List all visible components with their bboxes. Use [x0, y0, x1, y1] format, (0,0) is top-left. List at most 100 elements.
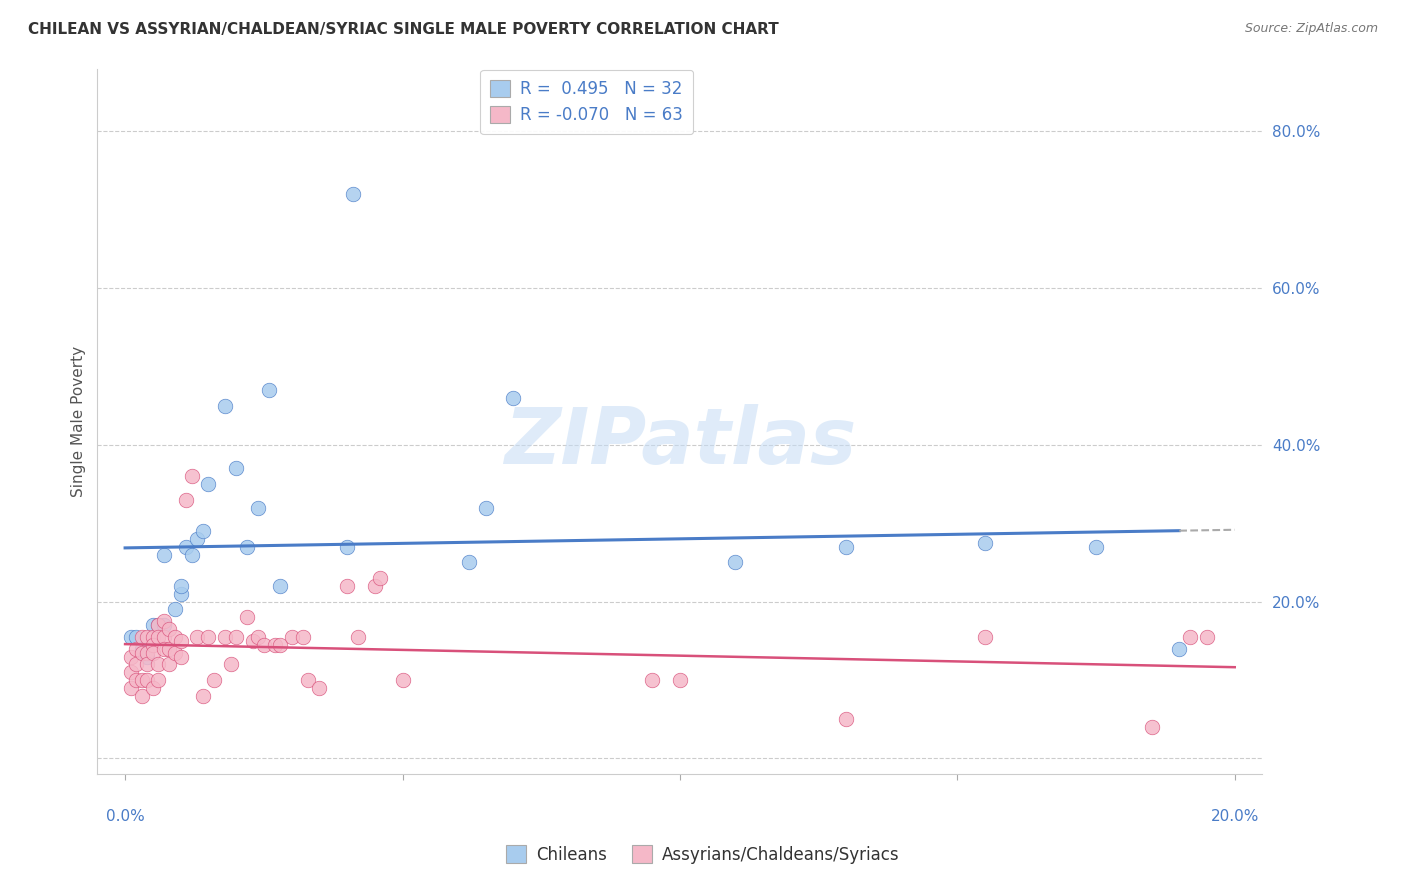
Point — [191, 689, 214, 703]
Point — [214, 630, 236, 644]
Point — [142, 618, 165, 632]
Point — [641, 673, 664, 687]
Point — [159, 657, 181, 672]
Point — [253, 638, 276, 652]
Point — [186, 630, 208, 644]
Point — [225, 630, 247, 644]
Point — [669, 673, 692, 687]
Point — [136, 646, 159, 660]
Point — [153, 618, 176, 632]
Point — [191, 524, 214, 538]
Point — [159, 622, 181, 636]
Point — [169, 579, 191, 593]
Point — [225, 461, 247, 475]
Point — [974, 630, 997, 644]
Point — [364, 579, 387, 593]
Point — [474, 500, 496, 515]
Point — [148, 618, 170, 632]
Point — [174, 540, 197, 554]
Point — [297, 673, 319, 687]
Point — [180, 469, 202, 483]
Point — [120, 681, 142, 695]
Point — [186, 532, 208, 546]
Point — [131, 689, 153, 703]
Point — [131, 630, 153, 644]
Point — [125, 673, 148, 687]
Point — [120, 649, 142, 664]
Point — [368, 571, 391, 585]
Point — [174, 492, 197, 507]
Point — [308, 681, 330, 695]
Point — [336, 540, 359, 554]
Point — [202, 673, 225, 687]
Point — [169, 649, 191, 664]
Point — [163, 646, 186, 660]
Point — [458, 556, 481, 570]
Text: 20.0%: 20.0% — [1211, 809, 1258, 824]
Y-axis label: Single Male Poverty: Single Male Poverty — [72, 346, 86, 497]
Point — [197, 477, 219, 491]
Point — [169, 587, 191, 601]
Text: Source: ZipAtlas.com: Source: ZipAtlas.com — [1244, 22, 1378, 36]
Point — [153, 641, 176, 656]
Point — [142, 646, 165, 660]
Point — [142, 630, 165, 644]
Point — [269, 579, 291, 593]
Point — [169, 633, 191, 648]
Point — [502, 391, 524, 405]
Point — [142, 638, 165, 652]
Legend: Chileans, Assyrians/Chaldeans/Syriacs: Chileans, Assyrians/Chaldeans/Syriacs — [499, 838, 907, 871]
Point — [247, 500, 270, 515]
Point — [1168, 641, 1191, 656]
Point — [142, 681, 165, 695]
Point — [197, 630, 219, 644]
Point — [163, 602, 186, 616]
Point — [125, 630, 148, 644]
Point — [125, 657, 148, 672]
Point — [148, 618, 170, 632]
Point — [120, 665, 142, 680]
Point — [347, 630, 370, 644]
Point — [280, 630, 302, 644]
Point — [163, 630, 186, 644]
Point — [153, 548, 176, 562]
Point — [120, 630, 142, 644]
Point — [153, 630, 176, 644]
Point — [131, 646, 153, 660]
Text: 0.0%: 0.0% — [105, 809, 145, 824]
Point — [131, 673, 153, 687]
Point — [214, 399, 236, 413]
Point — [835, 712, 858, 726]
Point — [291, 630, 314, 644]
Point — [1180, 630, 1202, 644]
Point — [391, 673, 413, 687]
Point — [242, 633, 264, 648]
Text: ZIPatlas: ZIPatlas — [503, 404, 856, 481]
Point — [724, 556, 747, 570]
Text: CHILEAN VS ASSYRIAN/CHALDEAN/SYRIAC SINGLE MALE POVERTY CORRELATION CHART: CHILEAN VS ASSYRIAN/CHALDEAN/SYRIAC SING… — [28, 22, 779, 37]
Point — [136, 673, 159, 687]
Point — [136, 657, 159, 672]
Point — [342, 186, 364, 201]
Point — [219, 657, 242, 672]
Point — [259, 383, 281, 397]
Point — [159, 641, 181, 656]
Point — [131, 641, 153, 656]
Point — [974, 536, 997, 550]
Point — [180, 548, 202, 562]
Point — [236, 610, 259, 624]
Point — [336, 579, 359, 593]
Point — [269, 638, 291, 652]
Point — [136, 630, 159, 644]
Point — [148, 630, 170, 644]
Point — [1140, 720, 1163, 734]
Legend: R =  0.495   N = 32, R = -0.070   N = 63: R = 0.495 N = 32, R = -0.070 N = 63 — [481, 70, 693, 135]
Point — [136, 649, 159, 664]
Point — [1195, 630, 1218, 644]
Point — [236, 540, 259, 554]
Point — [153, 614, 176, 628]
Point — [125, 641, 148, 656]
Point — [148, 657, 170, 672]
Point — [148, 673, 170, 687]
Point — [264, 638, 287, 652]
